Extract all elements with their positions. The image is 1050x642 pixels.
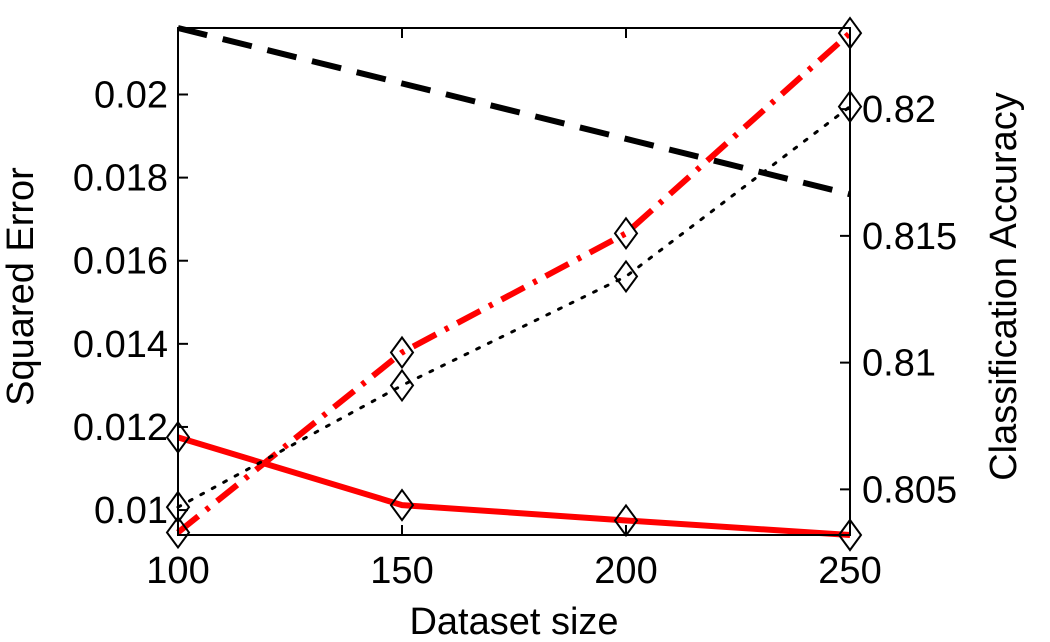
right-y-tick-label: 0.82 <box>862 89 936 131</box>
series-0-point <box>837 518 863 552</box>
x-tick-label: 150 <box>370 550 433 592</box>
right-y-tick-label: 0.81 <box>862 343 936 385</box>
plot-area-frame <box>177 27 851 536</box>
left-y-tick-label: 0.02 <box>94 74 168 116</box>
series-layer <box>176 25 852 538</box>
series-2-point <box>389 335 415 370</box>
series-0-point <box>389 488 415 522</box>
left-y-tick-label: 0.018 <box>73 158 168 200</box>
left-y-tick-label: 0.012 <box>73 407 168 449</box>
marker-layer <box>165 16 863 552</box>
right-y-tick-label: 0.815 <box>862 216 957 258</box>
series-2-point <box>613 216 639 251</box>
series-3-point <box>389 368 415 403</box>
right-y-axis-label: Classification Accuracy <box>983 92 1025 481</box>
x-tick-label: 100 <box>146 550 209 592</box>
left-y-axis-label: Squared Error <box>0 167 42 406</box>
series-1-line <box>177 25 851 198</box>
series-0-line <box>177 434 851 538</box>
x-tick-label: 200 <box>594 550 657 592</box>
series-3-line <box>176 105 852 509</box>
tick-layer: 100 150 200 250 0.01 0.012 0.014 0.016 0.018 0.02… <box>73 28 957 592</box>
right-y-tick-label: 0.805 <box>862 469 957 511</box>
x-tick-label: 250 <box>818 550 881 592</box>
x-axis-label: Dataset size <box>409 601 618 642</box>
left-y-tick-label: 0.01 <box>94 490 168 532</box>
series-2-line <box>176 30 852 535</box>
left-y-tick-label: 0.016 <box>73 241 168 283</box>
left-y-tick-label: 0.014 <box>73 324 168 366</box>
series-3-point <box>613 259 639 294</box>
series-2-point <box>165 515 191 550</box>
